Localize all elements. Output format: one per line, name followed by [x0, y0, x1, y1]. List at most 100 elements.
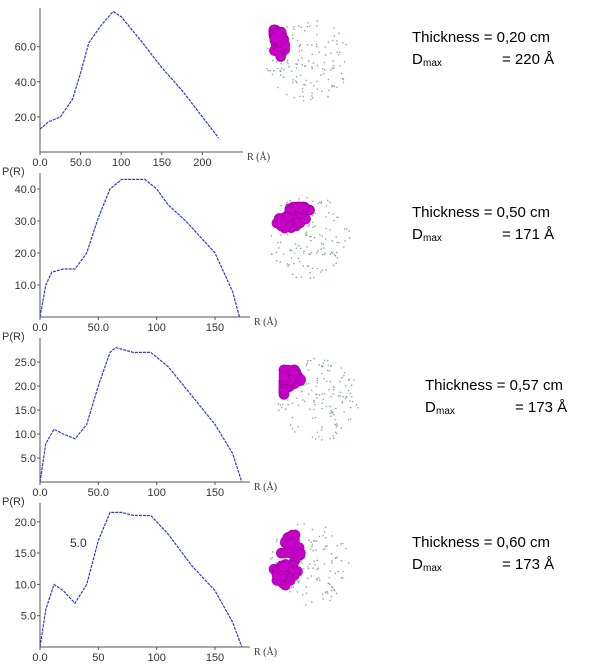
solvent-dot [314, 416, 317, 419]
solvent-dot [316, 381, 319, 384]
solvent-dot [286, 233, 289, 236]
solvent-dot [279, 404, 282, 407]
thickness: Thickness = 0,57 cm [425, 377, 563, 394]
dmax-value: = 173 Å [502, 556, 554, 573]
solvent-dot [327, 95, 329, 98]
solvent-dot [295, 247, 298, 250]
solvent-dot [330, 589, 333, 592]
solvent-dot [328, 369, 331, 372]
solvent-dot [316, 431, 319, 434]
solvent-dot [312, 226, 314, 229]
solvent-dot [321, 402, 323, 405]
x-axis-label: R (Å) [254, 316, 277, 328]
x-tick-label: 200 [193, 157, 211, 169]
y-tick-label: 15.0 [15, 405, 36, 417]
solvent-dot [303, 522, 305, 525]
dmax-value: = 171 Å [502, 226, 554, 243]
solvent-dot [300, 49, 303, 52]
solvent-dot [301, 57, 303, 59]
solvent-dot [338, 53, 340, 56]
solvent-dot [291, 33, 294, 36]
solvent-dot [339, 51, 341, 53]
solvent-dot [341, 402, 344, 404]
pr-curve [39, 511, 243, 648]
solvent-dot [334, 255, 337, 257]
solvent-dot [293, 252, 296, 254]
solvent-dot [324, 545, 327, 548]
solvent-dot [301, 88, 304, 90]
solvent-dot [275, 540, 278, 543]
solvent-dot [310, 239, 312, 242]
solvent-dot [336, 216, 339, 218]
y-tick-label: 15.0 [15, 548, 36, 560]
solvent-dot [337, 395, 340, 397]
solvent-dot [316, 379, 318, 382]
solvent-dot [331, 85, 333, 87]
solvent-dot [350, 396, 353, 398]
solvent-dot [291, 416, 294, 419]
solvent-dot [329, 201, 331, 204]
solvent-dot [299, 247, 302, 250]
solvent-dot [311, 543, 314, 546]
solvent-dot [322, 398, 325, 401]
solvent-dot [320, 74, 322, 76]
solvent-dot [307, 369, 310, 371]
solvent-dot [329, 253, 332, 255]
solvent-dot [269, 69, 272, 72]
solvent-dot [323, 247, 325, 249]
solvent-dot [345, 547, 347, 550]
solvent-dot [334, 418, 336, 421]
solvent-dot [311, 95, 313, 97]
solvent-dot [326, 592, 329, 594]
solvent-dot [297, 581, 300, 584]
molecule-model [266, 20, 348, 102]
solvent-dot [316, 267, 319, 270]
solvent-dot [333, 385, 335, 388]
solvent-dot [286, 61, 288, 63]
solvent-dot [306, 565, 309, 568]
solvent-dot [331, 240, 334, 242]
solvent-dot [322, 72, 325, 75]
solvent-dot [323, 563, 326, 565]
solvent-dot [295, 75, 298, 78]
y-tick-label: 30.0 [15, 216, 36, 228]
solvent-dot [326, 380, 328, 383]
solvent-dot [329, 437, 332, 440]
solvent-dot [312, 540, 315, 542]
solvent-dot [291, 402, 294, 405]
solvent-dot [315, 33, 318, 36]
solvent-dot [324, 536, 327, 539]
solvent-dot [329, 412, 331, 414]
x-tick-label: 0.0 [32, 157, 47, 169]
solvent-dot [300, 560, 302, 562]
solvent-dot [275, 61, 278, 63]
solvent-dot [311, 221, 314, 224]
solvent-dot [291, 273, 294, 276]
solvent-dot [278, 409, 280, 411]
solvent-dot [287, 62, 289, 65]
solvent-dot [282, 253, 285, 255]
solvent-dot [317, 250, 320, 252]
solvent-dot [316, 397, 318, 399]
solvent-dot [311, 53, 314, 56]
solvent-dot [298, 580, 300, 582]
thickness: Thickness = 0,50 cm [412, 204, 550, 221]
solvent-dot [316, 80, 318, 83]
solvent-dot [305, 79, 307, 82]
solvent-dot [330, 553, 333, 555]
x-tick-label: 50.0 [88, 487, 109, 499]
solvent-dot [297, 580, 299, 582]
solvent-dot [310, 98, 312, 101]
solvent-dot [348, 230, 351, 232]
solvent-dot [267, 47, 269, 50]
solvent-dot [276, 538, 278, 540]
bead [278, 372, 290, 383]
solvent-dot [271, 73, 274, 76]
solvent-dot [279, 241, 282, 244]
solvent-dot [312, 214, 314, 217]
solvent-dot [313, 560, 315, 563]
solvent-dot [311, 66, 313, 68]
solvent-dot [320, 439, 323, 441]
solvent-dot [335, 262, 338, 265]
